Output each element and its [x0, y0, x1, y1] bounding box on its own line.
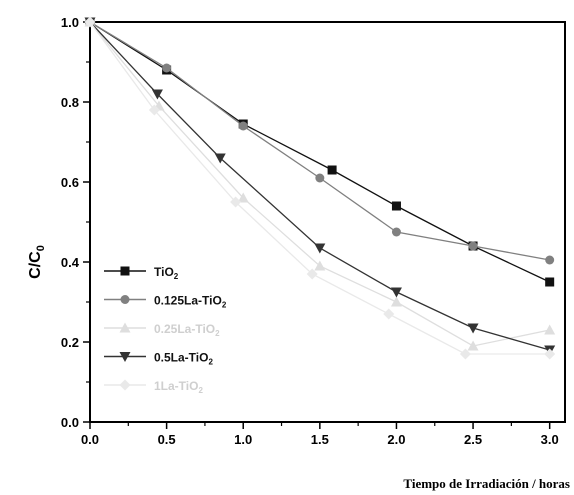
- data-point: [391, 201, 401, 211]
- legend-label: 1La-TiO2: [154, 379, 203, 395]
- series-line: [89, 21, 550, 261]
- legend-marker: [120, 266, 130, 276]
- legend-label: 0.125La-TiO2: [154, 294, 227, 310]
- data-point: [314, 243, 326, 254]
- data-point: [544, 324, 556, 335]
- legend-label-sub: 2: [174, 272, 179, 281]
- y-tick-label: 0.0: [61, 415, 79, 430]
- x-tick-label: 1.5: [311, 432, 329, 447]
- y-tick-label: 0.8: [61, 95, 79, 110]
- data-point: [459, 348, 471, 360]
- data-point: [391, 227, 401, 237]
- y-axis-title: C/C0: [27, 245, 47, 279]
- data-point: [230, 196, 242, 208]
- data-point: [306, 268, 318, 280]
- data-point: [315, 173, 325, 183]
- x-tick-label: 2.5: [464, 432, 482, 447]
- data-point: [314, 260, 326, 271]
- data-point: [151, 89, 163, 100]
- legend-item-1: 0.125La-TiO2: [104, 294, 227, 310]
- y-tick-label: 0.6: [61, 175, 79, 190]
- legend-label-main: TiO: [154, 265, 174, 279]
- legend-item-3: 0.5La-TiO2: [104, 351, 213, 367]
- data-point: [237, 192, 249, 203]
- legend: TiO20.125La-TiO20.25La-TiO20.5La-TiO21La…: [104, 265, 227, 395]
- series-3: [84, 17, 556, 356]
- legend-marker: [120, 295, 130, 304]
- legend-label: 0.5La-TiO2: [154, 351, 213, 367]
- y-tick-label: 0.2: [61, 335, 79, 350]
- x-tick-label: 0.0: [81, 432, 99, 447]
- y-tick-label: 1.0: [61, 15, 79, 30]
- legend-label-sub: 2: [222, 301, 227, 310]
- legend-item-0: TiO2: [104, 265, 179, 281]
- x-axis-title: Tiempo de Irradiación / horas: [403, 476, 570, 491]
- data-point: [467, 340, 479, 351]
- x-tick-label: 0.5: [158, 432, 176, 447]
- data-point: [468, 241, 478, 251]
- data-point: [162, 63, 172, 73]
- data-point: [327, 165, 337, 175]
- y-axis: 0.0 0.2 0.4 0.6 0.8 1.0: [61, 15, 90, 430]
- legend-label: 0.25La-TiO2: [154, 322, 220, 338]
- data-point: [383, 308, 395, 320]
- series-layer: [84, 16, 556, 360]
- series-1: [85, 17, 555, 265]
- x-tick-label: 1.0: [234, 432, 252, 447]
- legend-label-sub: 2: [215, 329, 220, 338]
- series-line: [89, 21, 550, 283]
- data-point: [545, 277, 555, 287]
- legend-marker: [119, 352, 131, 362]
- legend-label-main: 0.5La-TiO: [154, 351, 208, 365]
- data-point: [214, 153, 226, 164]
- y-tick-label: 0.4: [61, 255, 80, 270]
- legend-item-4: 1La-TiO2: [104, 379, 203, 395]
- data-point: [238, 121, 248, 131]
- x-tick-label: 3.0: [541, 432, 559, 447]
- data-point: [467, 323, 479, 334]
- series-4: [84, 16, 556, 360]
- legend-label-sub: 2: [208, 358, 213, 367]
- legend-item-2: 0.25La-TiO2: [104, 322, 220, 338]
- legend-label-sub: 2: [198, 386, 203, 395]
- data-point: [545, 255, 555, 265]
- data-point: [148, 104, 160, 116]
- legend-marker: [119, 322, 131, 333]
- x-axis: 0.0 0.5 1.0 1.5 2.0 2.5 3.0: [81, 422, 559, 447]
- legend-label-main: 1La-TiO: [154, 379, 198, 393]
- data-point: [544, 348, 556, 360]
- data-point: [390, 296, 402, 307]
- x-tick-label: 2.0: [387, 432, 405, 447]
- data-point: [390, 287, 402, 298]
- legend-label: TiO2: [154, 265, 179, 281]
- legend-label-main: 0.125La-TiO: [154, 294, 222, 308]
- legend-marker: [119, 379, 131, 391]
- legend-label-main: 0.25La-TiO: [154, 322, 215, 336]
- data-point: [84, 16, 96, 28]
